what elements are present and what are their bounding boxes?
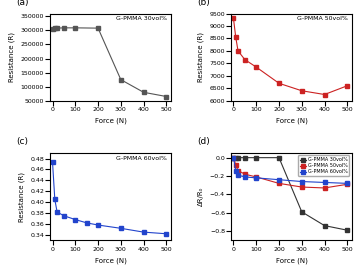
Legend: G-PMMA 30vol%, G-PMMA 50vol%, G-PMMA 60vol%: G-PMMA 30vol%, G-PMMA 50vol%, G-PMMA 60v… <box>298 156 349 176</box>
Y-axis label: Resistance (R): Resistance (R) <box>9 32 15 82</box>
G-PMMA 30vol% <box>345 229 349 232</box>
Text: G-PMMA 60vol%: G-PMMA 60vol% <box>116 156 167 161</box>
G-PMMA 30vol% <box>231 156 236 159</box>
X-axis label: Force (N): Force (N) <box>276 257 307 264</box>
Y-axis label: Resistance (R): Resistance (R) <box>18 172 24 222</box>
G-PMMA 60vol% <box>231 156 236 159</box>
Line: G-PMMA 30vol%: G-PMMA 30vol% <box>232 156 349 232</box>
Y-axis label: ΔR/R₀: ΔR/R₀ <box>198 187 204 206</box>
Y-axis label: Resistance (R): Resistance (R) <box>197 32 204 82</box>
G-PMMA 50vol% <box>345 183 349 186</box>
Text: G-PMMA 30vol%: G-PMMA 30vol% <box>116 16 167 21</box>
Text: (c): (c) <box>17 137 28 146</box>
G-PMMA 50vol% <box>234 163 238 167</box>
G-PMMA 50vol% <box>243 173 247 176</box>
G-PMMA 50vol% <box>322 186 327 190</box>
G-PMMA 30vol% <box>322 224 327 227</box>
G-PMMA 50vol% <box>300 185 304 189</box>
G-PMMA 60vol% <box>345 182 349 185</box>
G-PMMA 30vol% <box>277 156 281 159</box>
Text: (a): (a) <box>17 0 29 7</box>
Text: (b): (b) <box>197 0 210 7</box>
G-PMMA 60vol% <box>243 175 247 178</box>
G-PMMA 60vol% <box>300 180 304 183</box>
Text: (d): (d) <box>197 137 210 146</box>
G-PMMA 50vol% <box>254 175 258 178</box>
G-PMMA 60vol% <box>236 174 240 177</box>
X-axis label: Force (N): Force (N) <box>95 117 126 124</box>
G-PMMA 60vol% <box>277 178 281 181</box>
G-PMMA 30vol% <box>236 156 240 159</box>
G-PMMA 60vol% <box>234 169 238 172</box>
Text: G-PMMA 50vol%: G-PMMA 50vol% <box>297 16 348 21</box>
G-PMMA 30vol% <box>243 156 247 159</box>
G-PMMA 60vol% <box>254 176 258 180</box>
G-PMMA 50vol% <box>236 169 240 172</box>
G-PMMA 50vol% <box>277 182 281 185</box>
Line: G-PMMA 50vol%: G-PMMA 50vol% <box>232 156 349 190</box>
G-PMMA 30vol% <box>300 210 304 214</box>
G-PMMA 30vol% <box>234 156 238 159</box>
Line: G-PMMA 60vol%: G-PMMA 60vol% <box>232 156 349 185</box>
X-axis label: Force (N): Force (N) <box>276 117 307 124</box>
X-axis label: Force (N): Force (N) <box>95 257 126 264</box>
G-PMMA 50vol% <box>231 156 236 159</box>
G-PMMA 30vol% <box>254 156 258 159</box>
G-PMMA 60vol% <box>322 181 327 184</box>
